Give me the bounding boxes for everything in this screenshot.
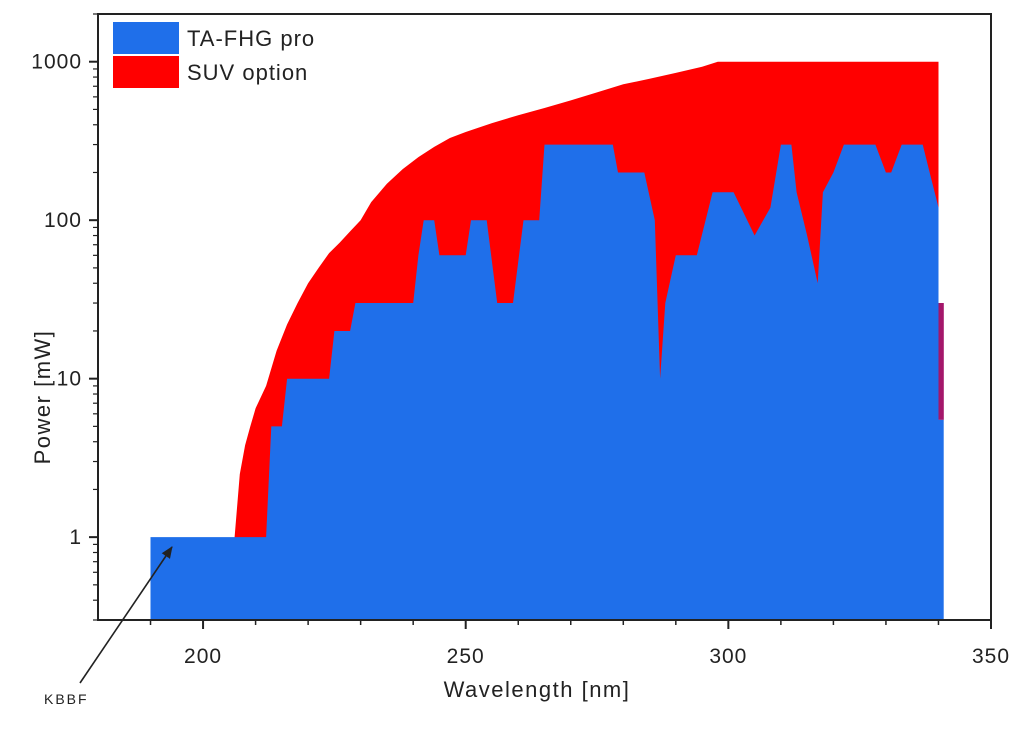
y-tick-label: 1000 [31, 51, 82, 74]
y-tick-label: 10 [57, 368, 82, 391]
y-axis-label: Power [mW] [30, 330, 55, 465]
x-tick-label: 250 [447, 645, 485, 668]
x-axis-label: Wavelength [nm] [444, 677, 631, 702]
kbbf-annotation: KBBF [44, 691, 89, 707]
y-axis: 1 10 100 1000 [31, 13, 98, 621]
x-axis: 200 250 300 350 [149, 620, 1010, 668]
series-layer [150, 61, 944, 620]
x-tick-label: 300 [709, 645, 747, 668]
legend-label-ta-fhg-pro: TA-FHG pro [187, 26, 315, 51]
legend-swatch-suv-option [113, 56, 179, 88]
legend-swatch-ta-fhg-pro [113, 22, 179, 54]
plot-frame [97, 13, 992, 621]
y-tick-label: 1 [69, 526, 82, 549]
series-overlap-edge [938, 303, 944, 420]
kbbf-arrow [79, 546, 173, 684]
legend-label-suv-option: SUV option [187, 60, 308, 85]
x-tick-label: 200 [184, 645, 222, 668]
legend: TA-FHG pro SUV option [113, 22, 315, 88]
x-tick-label: 350 [972, 645, 1010, 668]
y-tick-label: 100 [44, 209, 82, 232]
area-ta-fhg-pro [150, 144, 944, 620]
